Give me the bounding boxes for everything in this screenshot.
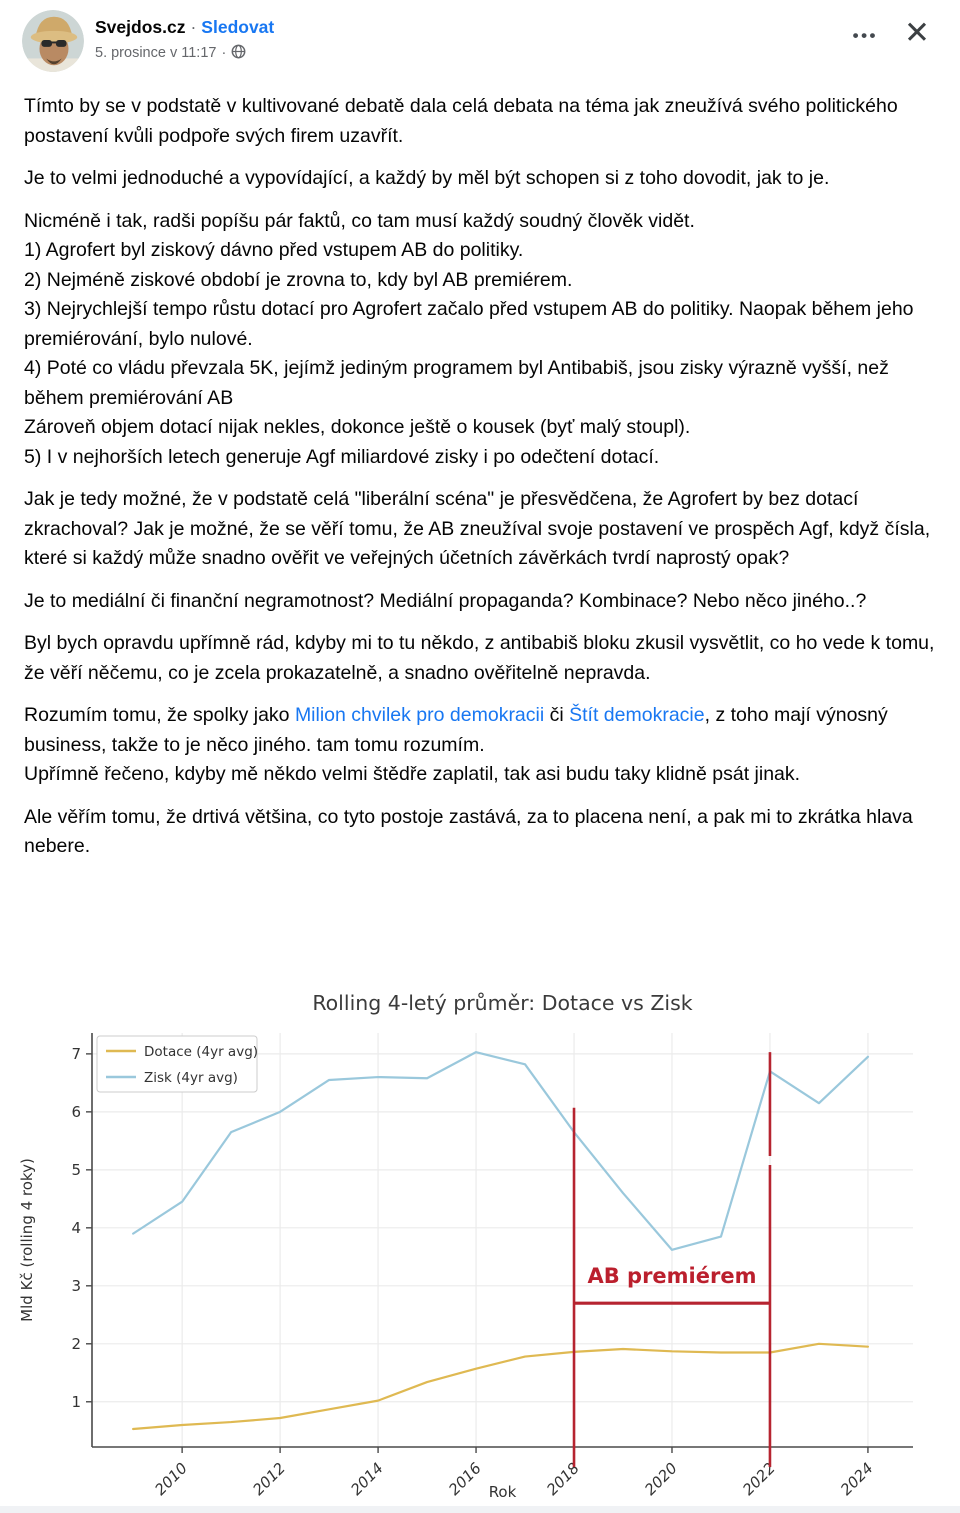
post-byline: Svejdos.cz · Sledovat <box>95 16 274 38</box>
post-link[interactable]: Štít demokracie <box>569 704 705 726</box>
post-text-segment: Je to mediální či finanční negramotnost?… <box>24 589 867 612</box>
svg-text:2012: 2012 <box>249 1459 289 1499</box>
svg-text:Zisk (4yr avg): Zisk (4yr avg) <box>144 1070 238 1086</box>
avatar-image <box>22 10 84 72</box>
post-paragraph: Jak je tedy možné, že v podstatě celá "l… <box>24 485 936 574</box>
svg-text:1: 1 <box>71 1393 81 1411</box>
post-paragraph: Ale věřím tomu, že drtivá většina, co ty… <box>24 803 936 862</box>
post-line: Jak je tedy možné, že v podstatě celá "l… <box>24 485 936 574</box>
post-line: 4) Poté co vládu převzala 5K, jejímž jed… <box>24 354 936 413</box>
post-footer-divider <box>0 1506 960 1513</box>
post-line: Byl bych opravdu upřímně rád, kdyby mi t… <box>24 629 936 688</box>
post-text-segment: 4) Poté co vládu převzala 5K, jejímž jed… <box>24 357 889 409</box>
post-paragraph: Je to velmi jednoduché a vypovídající, a… <box>24 164 936 194</box>
chart-canvas: 1 2 3 4 5 6 7 2010 2012 2014 2016 2018 2020 2022 2024 R… <box>18 991 913 1501</box>
svg-text:Dotace (4yr avg): Dotace (4yr avg) <box>144 1044 258 1060</box>
close-icon[interactable]: ✕ <box>904 15 930 50</box>
more-options-icon[interactable]: ••• <box>852 26 878 45</box>
svg-text:2022: 2022 <box>739 1459 779 1499</box>
svg-text:4: 4 <box>71 1219 81 1237</box>
post-link[interactable]: Milion chvilek pro demokracii <box>294 704 545 726</box>
post-text-segment: Zároveň objem dotací nijak nekles, dokon… <box>24 416 691 438</box>
post-paragraph: Je to mediální či finanční negramotnost?… <box>24 587 936 617</box>
post-meta: 5. prosince v 11:17 · <box>95 43 246 63</box>
svg-text:2018: 2018 <box>543 1459 583 1499</box>
post-paragraph: Nicméně i tak, radši popíšu pár faktů, c… <box>24 207 936 473</box>
avatar[interactable] <box>22 10 84 72</box>
post-paragraph: Rozumím tomu, že spolky jako Milion chvi… <box>24 701 936 790</box>
post-line: Je to velmi jednoduché a vypovídající, a… <box>24 164 936 194</box>
meta-separator: · <box>221 45 227 61</box>
post-text-segment: 5) I v nejhorších letech generuje Agf mi… <box>24 445 660 468</box>
post-line: Ale věřím tomu, že drtivá většina, co ty… <box>24 803 936 862</box>
svg-text:5: 5 <box>71 1161 81 1179</box>
post-line: Rozumím tomu, že spolky jako Milion chvi… <box>24 701 936 760</box>
post-text-segment: , z toho mají výnosný business, takže to… <box>24 704 888 756</box>
svg-text:2020: 2020 <box>641 1459 681 1499</box>
svg-text:2: 2 <box>71 1335 81 1353</box>
post-text-segment: 2) Nejméně ziskové období je zrovna to, … <box>24 268 573 291</box>
svg-text:2024: 2024 <box>837 1459 877 1499</box>
chart: 1 2 3 4 5 6 7 2010 2012 2014 2016 2018 2020 2022 2024 R… <box>8 978 952 1505</box>
post-line: Nicméně i tak, radši popíšu pár faktů, c… <box>24 207 936 237</box>
post-line: Tímto by se v podstatě v kultivované deb… <box>24 92 936 151</box>
post-line: Je to mediální či finanční negramotnost?… <box>24 587 936 617</box>
post-text-segment: Ale věřím tomu, že drtivá většina, co ty… <box>24 805 913 858</box>
post-text-segment: Tímto by se v podstatě v kultivované deb… <box>24 95 898 147</box>
svg-text:2016: 2016 <box>445 1459 485 1499</box>
svg-text:AB premiérem: AB premiérem <box>587 1264 756 1288</box>
chart-legend: Dotace (4yr avg) Zisk (4yr avg) <box>96 1035 258 1093</box>
post-header: Svejdos.cz · Sledovat 5. prosince v 11:17 … <box>0 0 960 92</box>
post-paragraph: Tímto by se v podstatě v kultivované deb… <box>24 92 936 151</box>
svg-text:2014: 2014 <box>347 1459 387 1499</box>
post-line: 1) Agrofert byl ziskový dávno před vstup… <box>24 236 936 266</box>
svg-text:3: 3 <box>71 1277 81 1295</box>
page-name[interactable]: Svejdos.cz <box>95 17 186 37</box>
svg-text:Mld Kč (rolling 4 roky): Mld Kč (rolling 4 roky) <box>18 1158 36 1322</box>
follow-button[interactable]: Sledovat <box>201 17 275 37</box>
post-text-segment: 3) Nejrychlejší tempo růstu dotací pro A… <box>24 298 914 350</box>
byline-separator: · <box>190 17 197 37</box>
svg-text:7: 7 <box>71 1045 81 1063</box>
post-text-segment: Byl bych opravdu upřímně rád, kdyby mi t… <box>24 632 935 684</box>
post-text: Tímto by se v podstatě v kultivované deb… <box>24 92 936 875</box>
svg-text:Rolling 4-letý průměr: Dotace: Rolling 4-letý průměr: Dotace vs Zisk <box>312 991 692 1015</box>
globe-icon <box>231 44 246 63</box>
post-line: Upřímně řečeno, kdyby mě někdo velmi ště… <box>24 760 936 790</box>
svg-text:Rok: Rok <box>489 1483 517 1501</box>
timestamp[interactable]: 5. prosince v 11:17 <box>95 45 217 61</box>
post-text-segment: Jak je tedy možné, že v podstatě celá "l… <box>24 488 931 569</box>
post-text-segment: 1) Agrofert byl ziskový dávno před vstup… <box>24 239 524 261</box>
post-line: 3) Nejrychlejší tempo růstu dotací pro A… <box>24 295 936 354</box>
post-line: Zároveň objem dotací nijak nekles, dokon… <box>24 413 936 443</box>
post-text-segment: Je to velmi jednoduché a vypovídající, a… <box>24 167 830 189</box>
post-text-segment: či <box>544 704 570 726</box>
post-text-segment: Upřímně řečeno, kdyby mě někdo velmi ště… <box>24 763 801 785</box>
svg-text:6: 6 <box>71 1103 81 1121</box>
post-line: 5) I v nejhorších letech generuje Agf mi… <box>24 443 936 473</box>
post-paragraph: Byl bych opravdu upřímně rád, kdyby mi t… <box>24 629 936 688</box>
svg-text:2010: 2010 <box>151 1459 191 1499</box>
post-text-segment: Rozumím tomu, že spolky jako <box>24 704 295 726</box>
post-text-segment: Nicméně i tak, radši popíšu pár faktů, c… <box>24 209 695 232</box>
post-line: 2) Nejméně ziskové období je zrovna to, … <box>24 266 936 296</box>
